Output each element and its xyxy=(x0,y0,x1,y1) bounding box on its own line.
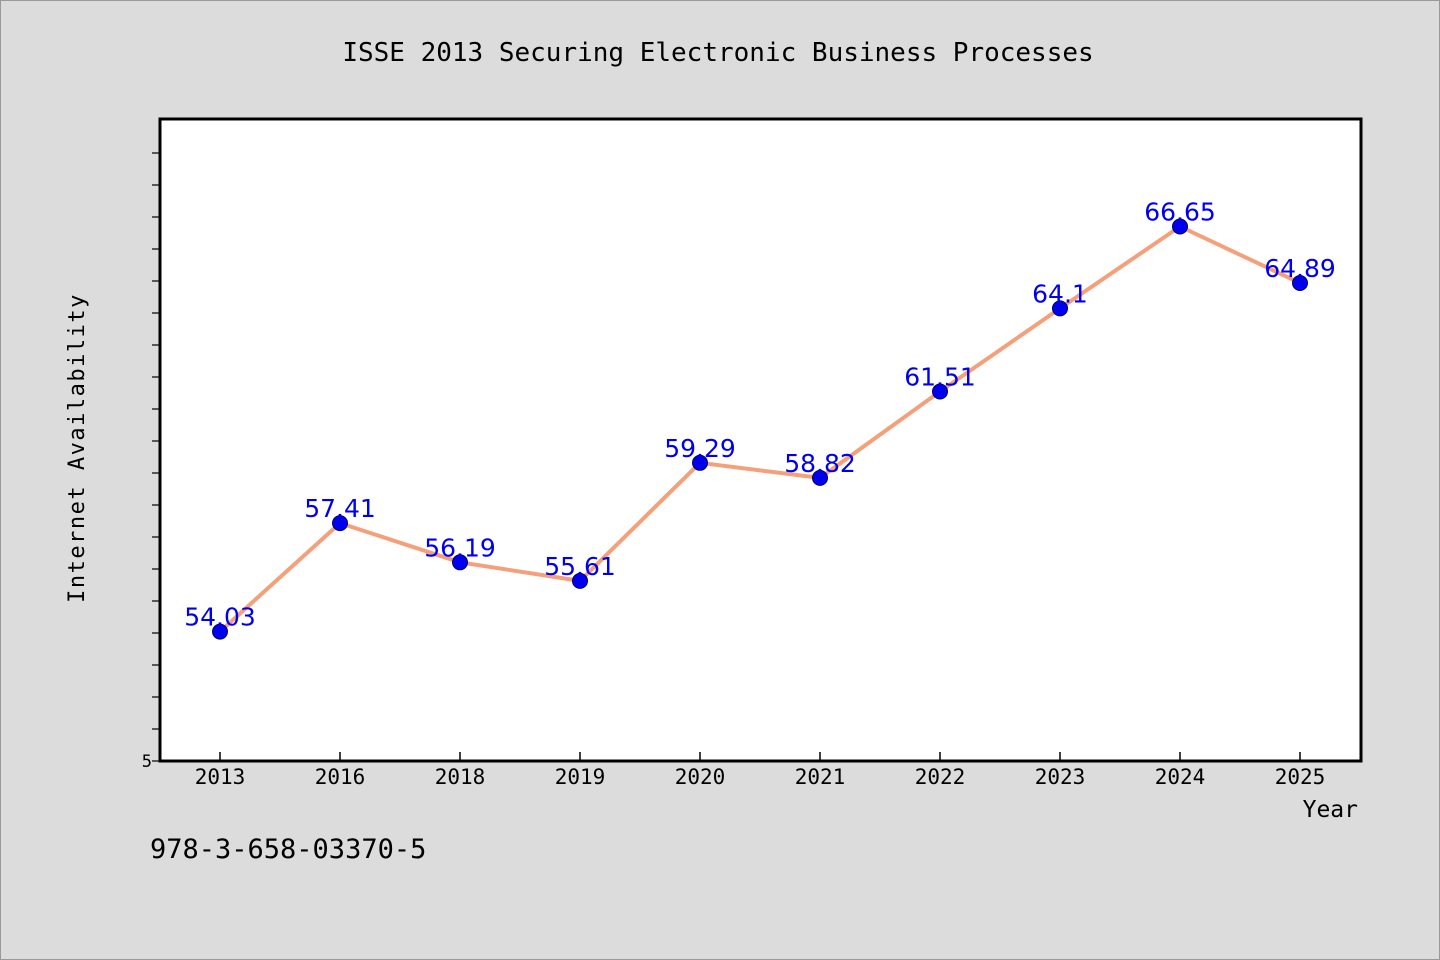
x-axis-label: Year xyxy=(1303,797,1358,823)
x-tick-label: 2024 xyxy=(1155,765,1206,789)
plot-area xyxy=(158,117,1363,763)
x-axis: 2013 2016 2018 2019 2020 2021 2022 2023 2024 2025 xyxy=(195,752,1326,789)
data-label: 66.65 xyxy=(1144,198,1216,227)
data-label: 64.1 xyxy=(1032,279,1088,308)
data-point-marker xyxy=(452,554,468,571)
data-label: 64.89 xyxy=(1264,254,1336,283)
data-point-marker xyxy=(572,572,588,589)
chart-title: ISSE 2013 Securing Electronic Business P… xyxy=(342,38,1093,68)
x-tick-label: 2023 xyxy=(1035,765,1086,789)
x-tick-label: 2019 xyxy=(555,765,606,789)
data-label: 54.03 xyxy=(184,603,256,632)
isbn-note: 978-3-658-03370-5 xyxy=(150,834,427,865)
y-axis-label: Internet Availability xyxy=(65,293,90,603)
x-tick-label: 2020 xyxy=(675,765,726,789)
x-tick-label: 2013 xyxy=(195,765,246,789)
data-label: 57.41 xyxy=(304,494,376,523)
series-internet-availability: 54.03 57.41 56.19 55.61 59.29 58.82 61.51 64.1 6… xyxy=(184,198,1336,640)
data-label: 61.51 xyxy=(904,363,976,392)
x-tick-label: 2025 xyxy=(1275,765,1326,789)
data-label: 56.19 xyxy=(424,533,496,562)
data-point-marker xyxy=(212,623,228,640)
data-point-marker xyxy=(332,515,348,532)
data-label: 55.61 xyxy=(544,552,616,581)
y-axis-ticks xyxy=(152,152,160,762)
data-label: 58.82 xyxy=(784,449,856,478)
data-point-marker xyxy=(812,469,828,486)
data-point-marker xyxy=(932,383,948,400)
data-point-marker xyxy=(1292,275,1308,291)
data-point-marker xyxy=(1172,218,1188,235)
x-tick-label: 2016 xyxy=(315,765,366,789)
y-tick-label: 5 xyxy=(142,752,152,772)
data-point-marker xyxy=(692,454,708,471)
x-tick-label: 2022 xyxy=(915,765,966,789)
x-tick-label: 2018 xyxy=(435,765,486,789)
data-point-marker xyxy=(1052,300,1068,317)
series-line xyxy=(218,224,1302,634)
data-label: 59.29 xyxy=(664,434,736,463)
x-tick-label: 2021 xyxy=(795,765,846,789)
